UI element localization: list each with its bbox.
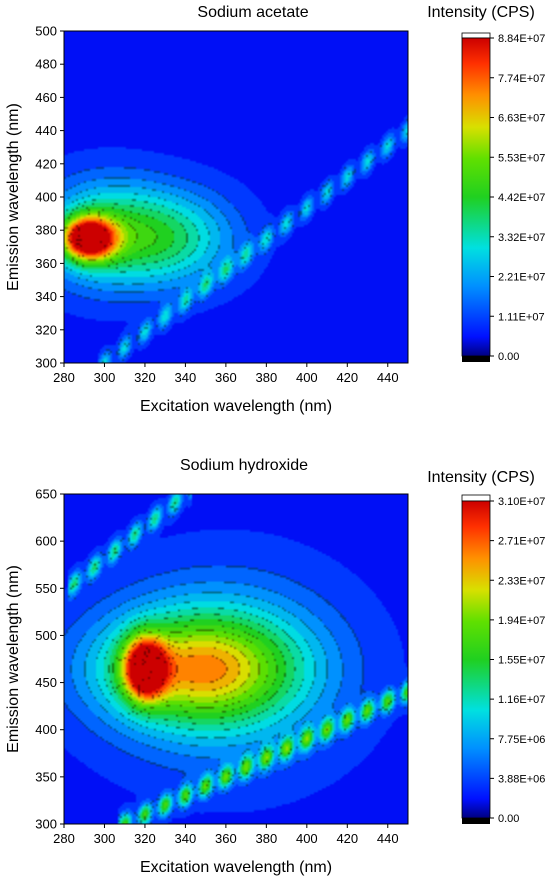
colorbar-tick-label: 2.21E+07 [498,272,545,284]
colorbar-tick-label: 1.11E+07 [498,311,545,323]
x-axis-label: Excitation wavelength (nm) [140,398,332,415]
colorbar-tick-label: 2.33E+07 [498,575,545,587]
x-tick-label: 300 [94,370,116,385]
y-tick-label: 550 [35,581,57,596]
y-tick-label: 380 [35,223,57,238]
colorbar-tick-label: 2.71E+07 [498,536,545,548]
colorbar-tick-label: 3.88E+06 [498,773,545,785]
y-tick-label: 440 [35,123,57,138]
x-tick-label: 440 [377,370,399,385]
colorbar [461,37,491,357]
heatmap-image [64,494,408,824]
y-tick-label: 400 [35,722,57,737]
colorbar-tick-label: 1.55E+07 [498,655,545,667]
colorbar-tick-label: 0.00 [498,351,519,363]
x-tick-label: 420 [336,831,358,846]
y-tick-label: 300 [35,356,57,371]
colorbar-top-cap [461,494,491,502]
colorbar-title: Intensity (CPS) [427,4,535,21]
y-tick-label: 600 [35,534,57,549]
x-tick-label: 360 [215,370,237,385]
y-tick-label: 350 [35,769,57,784]
x-tick-label: 320 [134,370,156,385]
x-tick-label: 280 [53,370,75,385]
x-tick-label: 340 [175,370,197,385]
x-axis: 280 300 320 340 360 380 400 420 440 [53,363,399,385]
heatmap-image [64,31,408,363]
panel-sodium-hydroxide: Sodium hydroxide 280 300 320 340 360 380 400 42… [5,457,545,876]
panel-sodium-acetate: Sodium acetate 280 300 320 340 360 380 400 420 4… [5,4,545,415]
colorbar-ticks: 0.00 3.88E+06 7.75E+06 1.16E+07 1.55E+07 1.94… [490,496,545,825]
y-tick-label: 400 [35,190,57,205]
colorbar-tick-label: 5.53E+07 [498,152,545,164]
x-tick-label: 280 [53,831,75,846]
x-tick-label: 360 [215,831,237,846]
x-axis-label: Excitation wavelength (nm) [140,859,332,876]
colorbar-tick-label: 0.00 [498,813,519,825]
x-tick-label: 300 [94,831,116,846]
colorbar-tick-label: 1.94E+07 [498,615,545,627]
y-tick-label: 450 [35,675,57,690]
colorbar-tick-label: 7.75E+06 [498,734,545,746]
y-tick-label: 360 [35,256,57,271]
colorbar-tick-label: 6.63E+07 [498,113,545,125]
y-tick-label: 300 [35,817,57,832]
x-axis: 280 300 320 340 360 380 400 420 440 [53,824,399,846]
colorbar-tick-label: 3.10E+07 [498,496,545,508]
colorbar-tick-label: 7.74E+07 [498,73,545,85]
y-tick-label: 500 [35,24,57,39]
colorbar-tick-label: 1.16E+07 [498,694,545,706]
y-tick-label: 500 [35,628,57,643]
x-tick-label: 380 [256,831,278,846]
y-tick-label: 480 [35,57,57,72]
chart-title: Sodium acetate [197,4,308,21]
colorbar-ticks: 0.00 1.11E+07 2.21E+07 3.32E+07 4.42E+07 5.53… [490,33,545,363]
x-tick-label: 380 [256,370,278,385]
y-tick-label: 320 [35,322,57,337]
y-axis: 300 320 340 360 380 400 420 440 460 480 500 [35,24,64,371]
colorbar-title: Intensity (CPS) [427,469,535,486]
colorbar-tick-label: 8.84E+07 [498,33,545,45]
x-tick-label: 400 [296,370,318,385]
plot-frame [63,493,409,825]
y-axis-label: Emission wavelength (nm) [5,565,22,753]
y-tick-label: 460 [35,90,57,105]
y-axis-label: Emission wavelength (nm) [5,103,22,291]
colorbar [461,500,491,819]
y-tick-label: 420 [35,156,57,171]
x-tick-label: 400 [296,831,318,846]
x-tick-label: 340 [175,831,197,846]
x-tick-label: 440 [377,831,399,846]
y-axis: 300 350 400 450 500 550 600 650 [35,487,64,832]
colorbar-bottom-cap [462,818,490,824]
colorbar-bottom-cap [462,356,490,362]
y-tick-label: 340 [35,289,57,304]
x-tick-label: 420 [336,370,358,385]
chart-title: Sodium hydroxide [180,457,308,474]
colorbar-tick-label: 3.32E+07 [498,232,545,244]
colorbar-top-cap [461,32,491,39]
colorbar-tick-label: 4.42E+07 [498,192,545,204]
x-tick-label: 320 [134,831,156,846]
y-tick-label: 650 [35,487,57,502]
